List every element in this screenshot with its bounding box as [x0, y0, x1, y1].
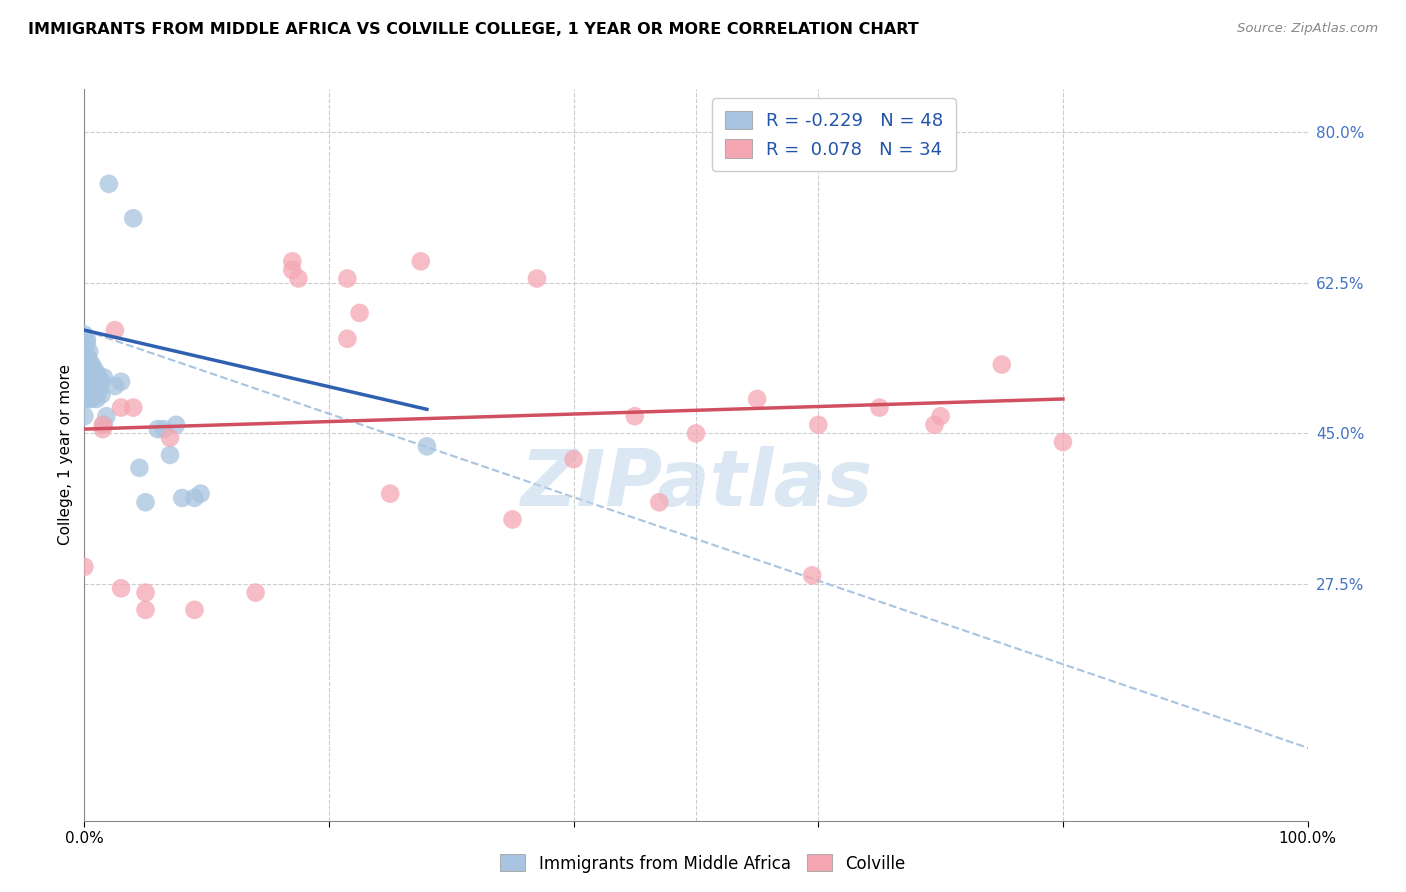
- Point: [1052, 435, 1074, 450]
- Point: [87, 384, 110, 398]
- Point: [77, 379, 100, 393]
- Point: [929, 409, 952, 424]
- Point: [685, 426, 707, 441]
- Point: [380, 486, 402, 500]
- Point: [77, 366, 100, 380]
- Point: [73, 559, 96, 574]
- Point: [135, 495, 157, 509]
- Text: Source: ZipAtlas.com: Source: ZipAtlas.com: [1237, 22, 1378, 36]
- Point: [165, 417, 187, 432]
- Point: [77, 353, 100, 368]
- Point: [90, 375, 112, 389]
- Y-axis label: College, 1 year or more: College, 1 year or more: [58, 365, 73, 545]
- Point: [807, 417, 830, 432]
- Point: [83, 387, 105, 401]
- Point: [190, 486, 212, 500]
- Point: [869, 401, 891, 415]
- Point: [76, 349, 98, 363]
- Point: [153, 422, 176, 436]
- Point: [502, 512, 524, 526]
- Point: [80, 366, 103, 380]
- Point: [245, 585, 267, 599]
- Point: [76, 358, 98, 372]
- Point: [747, 392, 769, 406]
- Point: [110, 401, 132, 415]
- Point: [73, 344, 96, 359]
- Point: [281, 254, 304, 268]
- Point: [183, 491, 205, 505]
- Text: IMMIGRANTS FROM MIDDLE AFRICA VS COLVILLE COLLEGE, 1 YEAR OR MORE CORRELATION CH: IMMIGRANTS FROM MIDDLE AFRICA VS COLVILL…: [28, 22, 920, 37]
- Point: [87, 370, 110, 384]
- Point: [76, 336, 98, 351]
- Point: [80, 358, 103, 372]
- Point: [287, 271, 309, 285]
- Legend: Immigrants from Middle Africa, Colville: Immigrants from Middle Africa, Colville: [494, 847, 912, 880]
- Point: [91, 422, 114, 436]
- Point: [73, 327, 96, 342]
- Point: [76, 332, 98, 346]
- Point: [77, 392, 100, 406]
- Point: [624, 409, 647, 424]
- Point: [77, 344, 100, 359]
- Point: [80, 379, 103, 393]
- Point: [73, 409, 96, 424]
- Point: [349, 306, 371, 320]
- Point: [93, 417, 115, 432]
- Point: [159, 448, 181, 462]
- Point: [159, 431, 181, 445]
- Point: [110, 582, 132, 596]
- Point: [90, 387, 112, 401]
- Legend: R = -0.229   N = 48, R =  0.078   N = 34: R = -0.229 N = 48, R = 0.078 N = 34: [711, 98, 956, 171]
- Point: [135, 585, 157, 599]
- Point: [122, 211, 145, 226]
- Point: [409, 254, 432, 268]
- Point: [97, 177, 120, 191]
- Point: [83, 375, 105, 389]
- Point: [146, 422, 169, 436]
- Point: [83, 362, 105, 376]
- Point: [86, 392, 108, 406]
- Point: [648, 495, 671, 509]
- Point: [73, 362, 96, 376]
- Point: [104, 323, 127, 337]
- Point: [93, 370, 115, 384]
- Point: [336, 332, 359, 346]
- Point: [135, 603, 157, 617]
- Point: [91, 417, 114, 432]
- Point: [416, 439, 439, 453]
- Point: [96, 409, 118, 424]
- Point: [128, 460, 150, 475]
- Point: [86, 366, 108, 380]
- Point: [73, 392, 96, 406]
- Point: [172, 491, 194, 505]
- Point: [86, 379, 108, 393]
- Point: [801, 568, 824, 582]
- Point: [562, 452, 585, 467]
- Point: [104, 379, 127, 393]
- Point: [110, 375, 132, 389]
- Point: [122, 401, 145, 415]
- Point: [336, 271, 359, 285]
- Point: [281, 263, 304, 277]
- Text: ZIPatlas: ZIPatlas: [520, 446, 872, 522]
- Point: [73, 375, 96, 389]
- Point: [991, 358, 1014, 372]
- Point: [80, 392, 103, 406]
- Point: [76, 384, 98, 398]
- Point: [76, 370, 98, 384]
- Point: [183, 603, 205, 617]
- Point: [526, 271, 548, 285]
- Point: [924, 417, 946, 432]
